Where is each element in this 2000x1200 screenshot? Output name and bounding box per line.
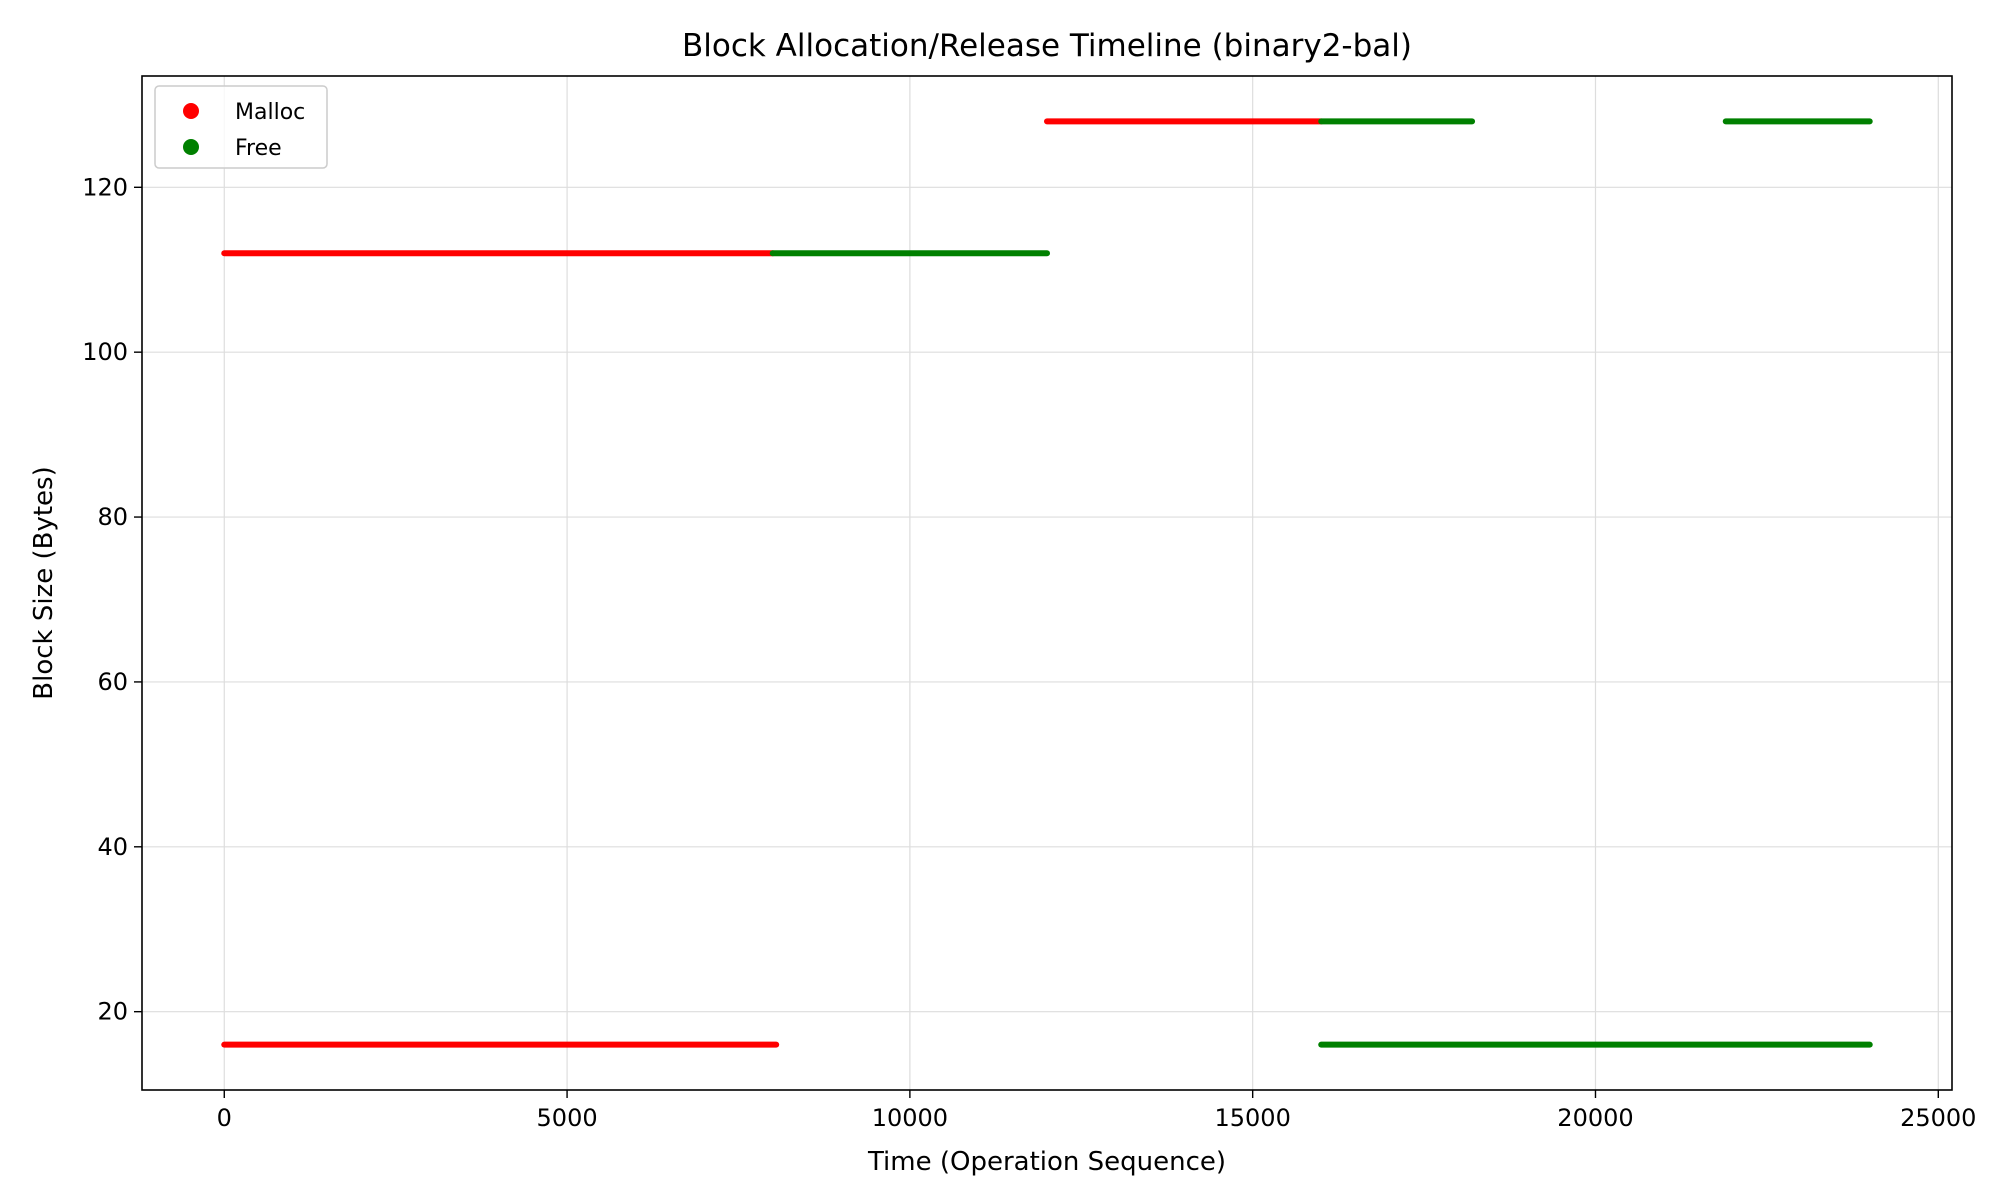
legend: Malloc Free: [154, 85, 328, 169]
x-tick-label: 0: [217, 1104, 232, 1132]
x-tick-label: 10000: [872, 1104, 948, 1132]
chart-title: Block Allocation/Release Timeline (binar…: [682, 28, 1412, 64]
x-axis-title: Time (Operation Sequence): [867, 1147, 1226, 1177]
axis-ticks: 0 5000 10000 15000 20000 25000 20 40 60 80 100 120: [82, 173, 1976, 1132]
plot-data: [221, 118, 1873, 1048]
x-tick-label: 25000: [1900, 1104, 1976, 1132]
x-tick-label: 15000: [1215, 1104, 1291, 1132]
y-tick-label: 20: [97, 998, 128, 1026]
x-tick-label: 20000: [1557, 1104, 1633, 1132]
y-tick-label: 100: [82, 338, 128, 366]
y-tick-label: 60: [97, 668, 128, 696]
plot-frame: [141, 75, 1953, 1091]
legend-marker-malloc: [183, 103, 199, 119]
legend-label-free: Free: [235, 136, 282, 161]
legend-marker-free: [183, 139, 199, 155]
y-tick-label: 80: [97, 503, 128, 531]
legend-label-malloc: Malloc: [235, 100, 305, 125]
y-axis-title: Block Size (Bytes): [29, 466, 59, 699]
y-tick-label: 120: [82, 173, 128, 201]
grid-lines: [142, 76, 1952, 1090]
y-tick-label: 40: [97, 833, 128, 861]
x-tick-label: 5000: [537, 1104, 598, 1132]
